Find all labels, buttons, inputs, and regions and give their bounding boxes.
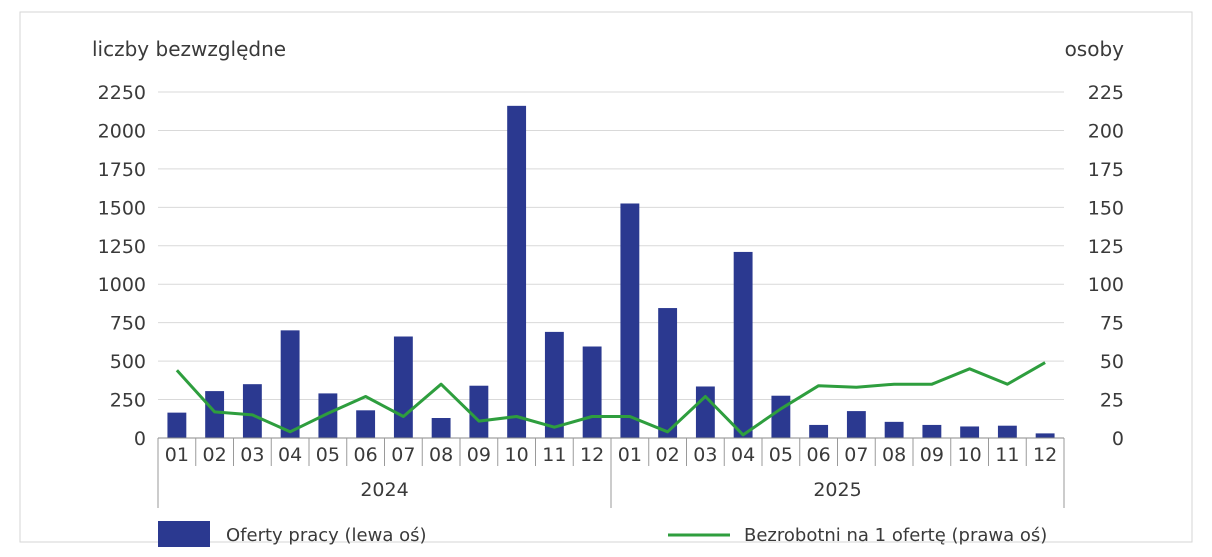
right-tick-label: 50 <box>1100 351 1124 373</box>
x-tick-label: 08 <box>429 444 453 466</box>
x-tick-label: 09 <box>920 444 944 466</box>
bar <box>922 424 942 438</box>
x-tick-label: 02 <box>203 444 227 466</box>
legend-label-line: Bezrobotni na 1 ofertę (prawa oś) <box>744 525 1047 546</box>
right-tick-label: 225 <box>1088 82 1124 104</box>
group-label: 2024 <box>360 479 408 501</box>
bar <box>846 411 866 438</box>
x-tick-label: 06 <box>807 444 831 466</box>
x-tick-label: 05 <box>316 444 340 466</box>
gridlines <box>158 91 1064 401</box>
x-tick-label: 10 <box>505 444 529 466</box>
x-tick-label: 11 <box>542 444 566 466</box>
bar <box>544 331 564 438</box>
x-tick-label: 01 <box>618 444 642 466</box>
x-tick-label: 07 <box>844 444 868 466</box>
line-path <box>175 361 1046 437</box>
group-label: 2025 <box>813 479 861 501</box>
bar <box>733 251 753 438</box>
left-tick-label: 1000 <box>98 274 146 296</box>
bar <box>771 395 791 438</box>
legend-label-bars: Oferty pracy (lewa oś) <box>226 525 427 546</box>
left-tick-label: 250 <box>110 390 146 412</box>
x-tick-label: 12 <box>1033 444 1057 466</box>
bar-series <box>167 105 1055 438</box>
left-axis-label: liczby bezwzględne <box>92 37 286 61</box>
left-tick-label: 2250 <box>98 82 146 104</box>
x-tick-label: 01 <box>165 444 189 466</box>
right-tick-label: 100 <box>1088 274 1124 296</box>
line-series <box>175 361 1046 437</box>
left-tick-label: 750 <box>110 313 146 335</box>
bar <box>318 393 338 438</box>
bar <box>356 410 376 438</box>
bar <box>695 386 715 438</box>
bar <box>469 385 489 438</box>
bar <box>280 330 300 438</box>
bar <box>884 421 904 438</box>
x-tick-label: 03 <box>693 444 717 466</box>
x-tick-label: 12 <box>580 444 604 466</box>
x-tick-label: 04 <box>731 444 755 466</box>
bar <box>997 425 1017 438</box>
right-axis-label: osoby <box>1065 37 1125 61</box>
legend: Oferty pracy (lewa oś) Bezrobotni na 1 o… <box>158 521 1047 547</box>
x-tick-label: 06 <box>354 444 378 466</box>
x-tick-label: 03 <box>240 444 264 466</box>
x-tick-label: 09 <box>467 444 491 466</box>
x-tick-label: 08 <box>882 444 906 466</box>
bar <box>507 105 527 438</box>
right-tick-label: 25 <box>1100 390 1124 412</box>
bar <box>431 418 451 438</box>
left-tick-label: 2000 <box>98 120 146 142</box>
bar <box>960 426 980 438</box>
x-tick-label: 11 <box>995 444 1019 466</box>
bar <box>393 336 413 438</box>
right-tick-label: 125 <box>1088 236 1124 258</box>
x-tick-label: 02 <box>656 444 680 466</box>
left-tick-label: 0 <box>134 428 146 450</box>
x-tick-label: 10 <box>958 444 982 466</box>
x-tick-label: 05 <box>769 444 793 466</box>
bar <box>1035 433 1055 438</box>
left-tick-label: 1250 <box>98 236 146 258</box>
right-tick-label: 175 <box>1088 159 1124 181</box>
bar <box>205 391 225 438</box>
x-tick-label: 07 <box>391 444 415 466</box>
right-tick-label: 200 <box>1088 120 1124 142</box>
bar <box>809 424 829 438</box>
legend-swatch-bars <box>158 521 210 547</box>
bar <box>582 346 602 438</box>
chart-border <box>19 11 1193 543</box>
bar <box>242 384 262 438</box>
axes: 0 0 250 25 500 50 750 75 1000 100 1250 125 1500 150 17… <box>98 82 1124 508</box>
right-tick-label: 150 <box>1088 197 1124 219</box>
left-tick-label: 500 <box>110 351 146 373</box>
bar <box>658 308 678 438</box>
right-tick-label: 75 <box>1100 313 1124 335</box>
x-tick-label: 04 <box>278 444 302 466</box>
bar <box>620 203 640 438</box>
right-tick-label: 0 <box>1112 428 1124 450</box>
left-tick-label: 1750 <box>98 159 146 181</box>
left-tick-label: 1500 <box>98 197 146 219</box>
bar <box>167 412 187 438</box>
